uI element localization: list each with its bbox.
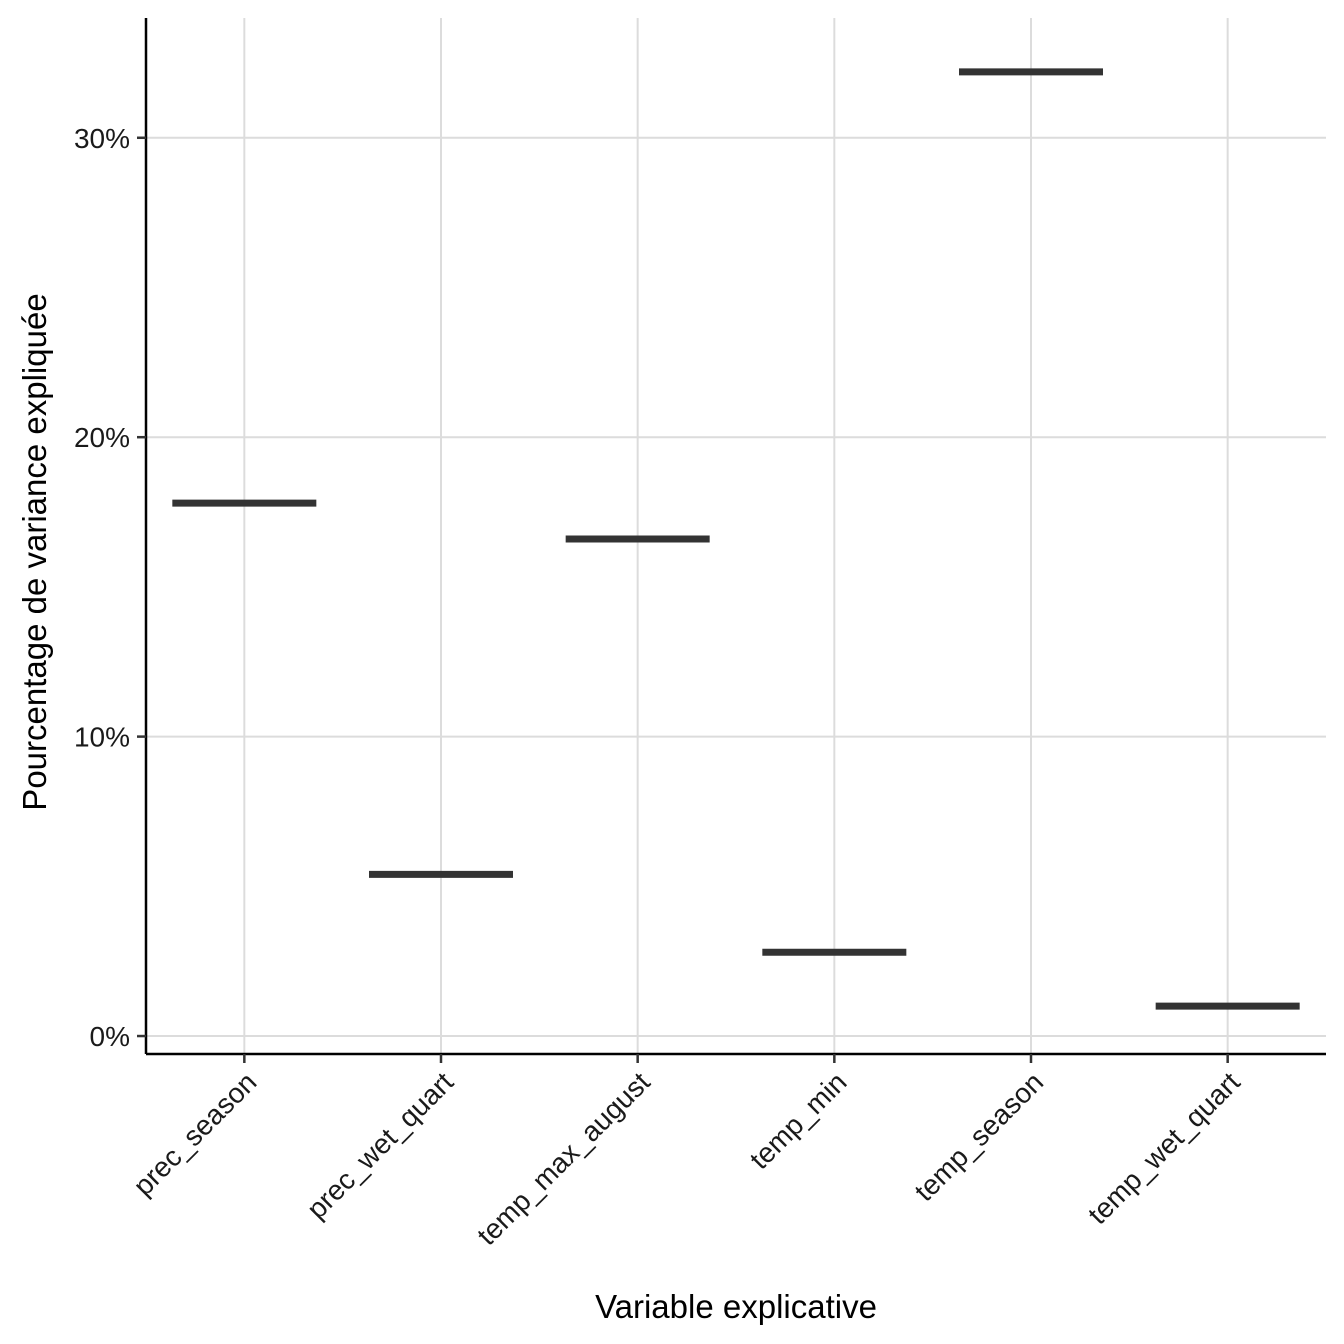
x-ticks: prec_season prec_wet_quart temp_max_august… bbox=[127, 1054, 1246, 1251]
x-axis-title: Variable explicative bbox=[595, 1288, 877, 1325]
x-tick-label: temp_season bbox=[908, 1066, 1049, 1207]
grid-layer bbox=[146, 18, 1326, 1054]
y-tick-label: 20% bbox=[74, 422, 130, 453]
y-tick-label: 30% bbox=[74, 123, 130, 154]
axes-layer bbox=[144, 18, 1326, 1056]
x-tick-label: temp_min bbox=[744, 1066, 853, 1175]
x-tick-label: temp_wet_quart bbox=[1082, 1066, 1246, 1230]
x-tick-label: prec_wet_quart bbox=[301, 1066, 460, 1225]
y-tick-label: 0% bbox=[90, 1021, 130, 1052]
x-tick-label: prec_season bbox=[127, 1066, 262, 1201]
x-tick-label: temp_max_august bbox=[471, 1066, 656, 1251]
y-axis-title: Pourcentage de variance expliquée bbox=[16, 293, 53, 810]
y-ticks: 0% 10% 20% 30% bbox=[74, 123, 146, 1052]
marks-layer bbox=[172, 68, 1300, 1010]
y-tick-label: 10% bbox=[74, 722, 130, 753]
